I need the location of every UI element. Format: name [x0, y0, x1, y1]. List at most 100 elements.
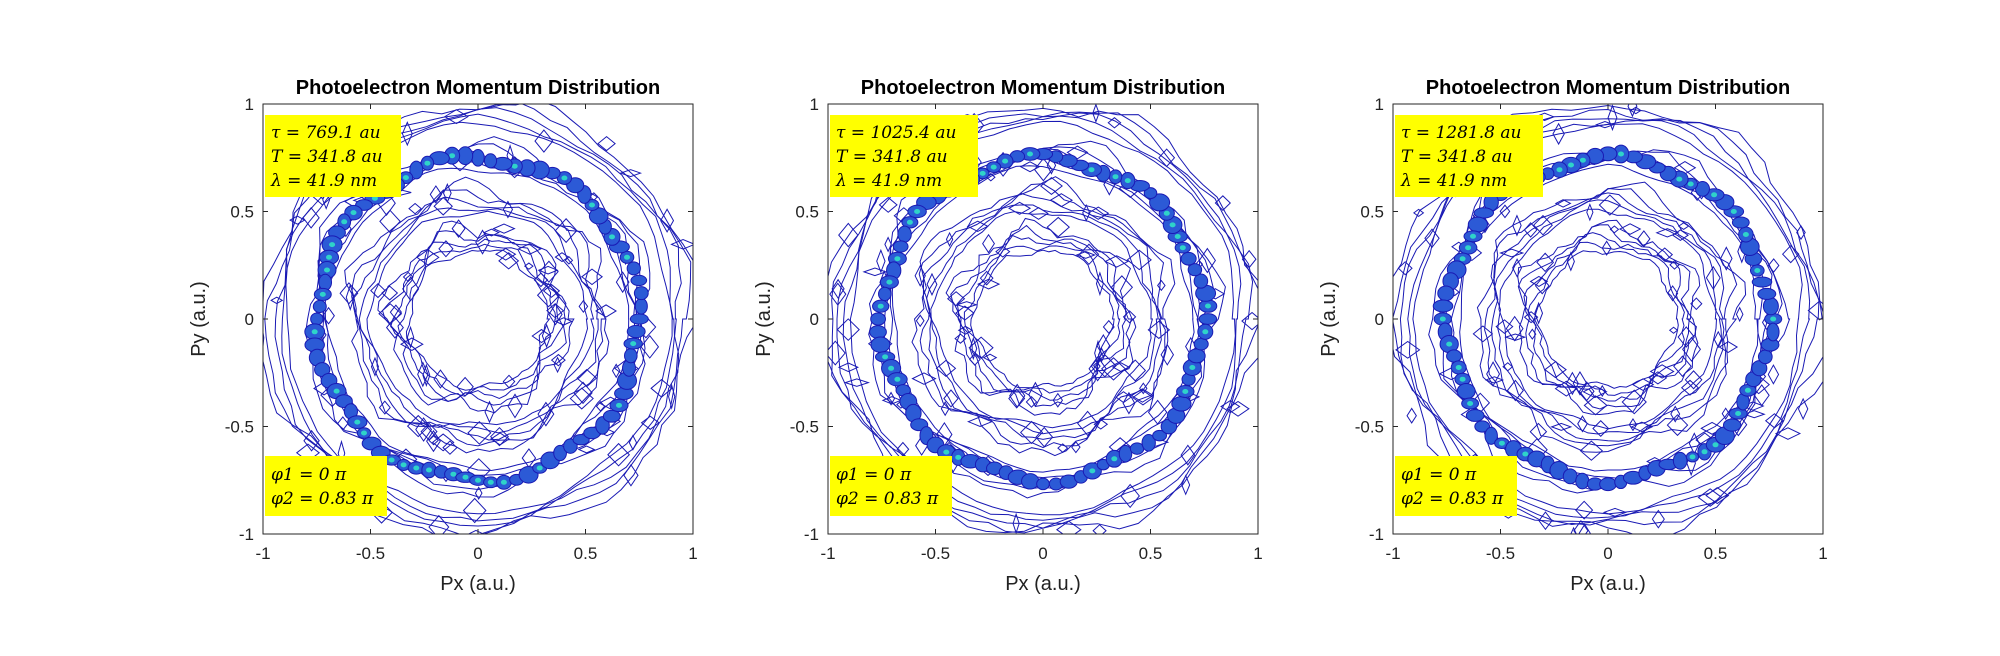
- intensity-blob: [1757, 287, 1777, 300]
- contour-line: [1078, 243, 1100, 266]
- intensity-blob: [1562, 468, 1578, 485]
- contour-line: [930, 211, 1154, 429]
- intensity-peak: [1002, 158, 1009, 164]
- contour-line: [615, 271, 630, 294]
- contour-line: [957, 325, 974, 335]
- contour-line: [1087, 206, 1110, 220]
- intensity-blob: [1118, 444, 1133, 463]
- intensity-peak: [1089, 468, 1096, 474]
- contour-line: [862, 267, 888, 277]
- y-tick-label: -1: [1369, 525, 1384, 544]
- intensity-peak: [1179, 245, 1186, 251]
- contour-line: [285, 121, 673, 515]
- intensity-peak: [1618, 151, 1624, 157]
- contour-line: [263, 104, 693, 534]
- intensity-peak: [1522, 451, 1529, 457]
- contour-line: [876, 248, 886, 274]
- contour-line: [1637, 230, 1651, 248]
- contour-line: [1180, 444, 1196, 466]
- contour-line: [303, 429, 320, 452]
- intensity-peak: [500, 479, 507, 485]
- contour-line: [1077, 410, 1099, 437]
- intensity-blob: [1757, 349, 1773, 365]
- contour-line: [467, 420, 492, 445]
- contour-line: [1049, 193, 1074, 208]
- contour-line: [966, 220, 989, 232]
- contour-line: [1499, 204, 1511, 219]
- contour-line: [946, 291, 966, 307]
- contour-line: [1147, 399, 1168, 425]
- intensity-peak: [1687, 181, 1694, 187]
- contour-line: [339, 282, 359, 305]
- contour-line: [1412, 208, 1425, 217]
- intensity-peak: [1711, 192, 1718, 198]
- contour-line: [1025, 396, 1038, 408]
- intensity-peak: [350, 210, 357, 216]
- contour-line: [451, 219, 466, 238]
- y-tick-label: 0: [245, 310, 254, 329]
- contour-line: [264, 104, 692, 534]
- contour-line: [1104, 255, 1130, 268]
- contour-line: [968, 352, 981, 366]
- contour-line: [1598, 194, 1622, 216]
- intensity-peak: [341, 219, 348, 225]
- contour-line: [1601, 240, 1612, 256]
- intensity-peak: [990, 164, 997, 170]
- contour-line: [474, 486, 483, 500]
- intensity-peak: [1754, 268, 1761, 273]
- contour-line: [1690, 297, 1703, 311]
- contour-line: [1512, 258, 1523, 278]
- intensity-peak: [886, 279, 893, 285]
- contour-line: [1406, 407, 1417, 424]
- contour-line: [550, 353, 566, 367]
- intensity-peak: [1459, 256, 1466, 262]
- intensity-peak: [616, 402, 622, 408]
- contour-line: [1095, 271, 1104, 297]
- intensity-blob: [1180, 251, 1197, 266]
- contour-line: [1671, 229, 1689, 242]
- contour-line: [1807, 300, 1823, 321]
- contour-line: [1621, 389, 1647, 415]
- intensity-blob: [1456, 383, 1476, 400]
- contour-line: [1094, 339, 1102, 367]
- contour-line: [979, 270, 994, 286]
- annotation-text: T = 341.8 au: [836, 147, 948, 167]
- contour-line: [1523, 222, 1538, 238]
- intensity-peak: [1770, 316, 1777, 322]
- contour-line: [1241, 249, 1257, 269]
- contour-line: [1529, 275, 1549, 288]
- annotation-text: λ = 41.9 nm: [835, 171, 942, 191]
- intensity-blob: [409, 160, 424, 180]
- y-axis-label: Py (a.u.): [1318, 281, 1340, 357]
- contour-line: [1506, 379, 1524, 402]
- intensity-peak: [1088, 167, 1095, 173]
- contour-line: [1107, 117, 1122, 129]
- intensity-blob: [1474, 420, 1491, 433]
- contour-line: [982, 233, 995, 254]
- contour-line: [443, 109, 469, 125]
- intensity-peak: [1467, 401, 1474, 406]
- contour-line: [1490, 192, 1725, 442]
- intensity-peak: [914, 209, 921, 214]
- intensity-peak: [1730, 209, 1737, 214]
- intensity-peak: [1742, 232, 1749, 237]
- intensity-peak: [882, 354, 889, 360]
- contour-line: [1498, 208, 1718, 430]
- intensity-blob: [1766, 322, 1780, 342]
- contour-line: [1586, 203, 1594, 222]
- contour-line: [1573, 519, 1589, 534]
- intensity-peak: [413, 465, 420, 471]
- contour-line: [1399, 118, 1820, 526]
- contour-line: [1019, 420, 1044, 445]
- contour-line: [1214, 195, 1231, 211]
- contour-line: [381, 285, 399, 301]
- contour-line: [1628, 417, 1638, 432]
- intensity-blob: [310, 312, 324, 326]
- contour-line: [1554, 380, 1579, 397]
- contour-line: [1565, 371, 1579, 396]
- x-tick-label: -0.5: [356, 544, 385, 563]
- intensity-peak: [1689, 454, 1696, 460]
- contour-line: [422, 363, 431, 387]
- annotation-text: φ2 = 0.83 π: [1401, 489, 1504, 509]
- intensity-peak: [324, 267, 330, 273]
